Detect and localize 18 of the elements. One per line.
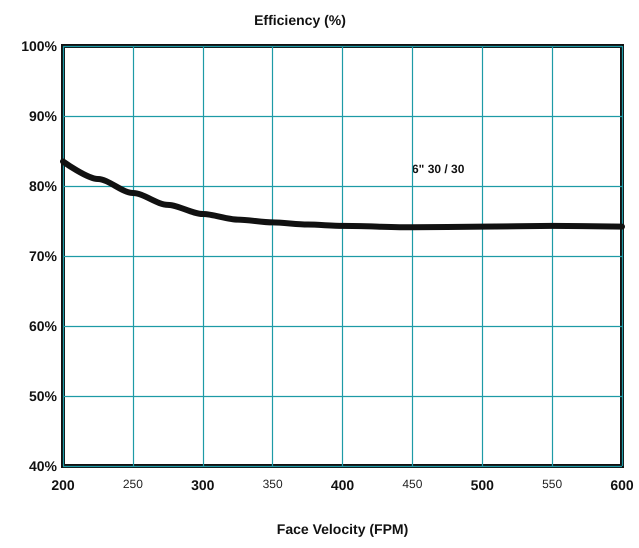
x-tick-label: 350 xyxy=(262,477,283,491)
chart-title: Efficiency (%) xyxy=(254,12,346,28)
x-axis-title: Face Velocity (FPM) xyxy=(276,521,408,537)
y-tick-label: 60% xyxy=(28,318,58,334)
y-tick-label: 90% xyxy=(28,108,58,124)
y-tick-label: 50% xyxy=(28,388,58,404)
x-tick-label: 500 xyxy=(470,477,494,493)
x-tick-label: 250 xyxy=(122,477,144,491)
x-tick-label: 400 xyxy=(330,477,354,493)
y-tick-label: 100% xyxy=(21,38,58,54)
y-tick-label: 70% xyxy=(28,248,58,264)
y-tick-label: 40% xyxy=(28,458,58,474)
y-tick-label: 80% xyxy=(28,178,58,194)
x-tick-label: 450 xyxy=(402,477,423,491)
x-tick-label: 600 xyxy=(610,477,634,493)
x-tick-label: 300 xyxy=(191,477,215,493)
x-tick-label: 550 xyxy=(542,477,562,491)
x-tick-label: 200 xyxy=(51,477,75,493)
